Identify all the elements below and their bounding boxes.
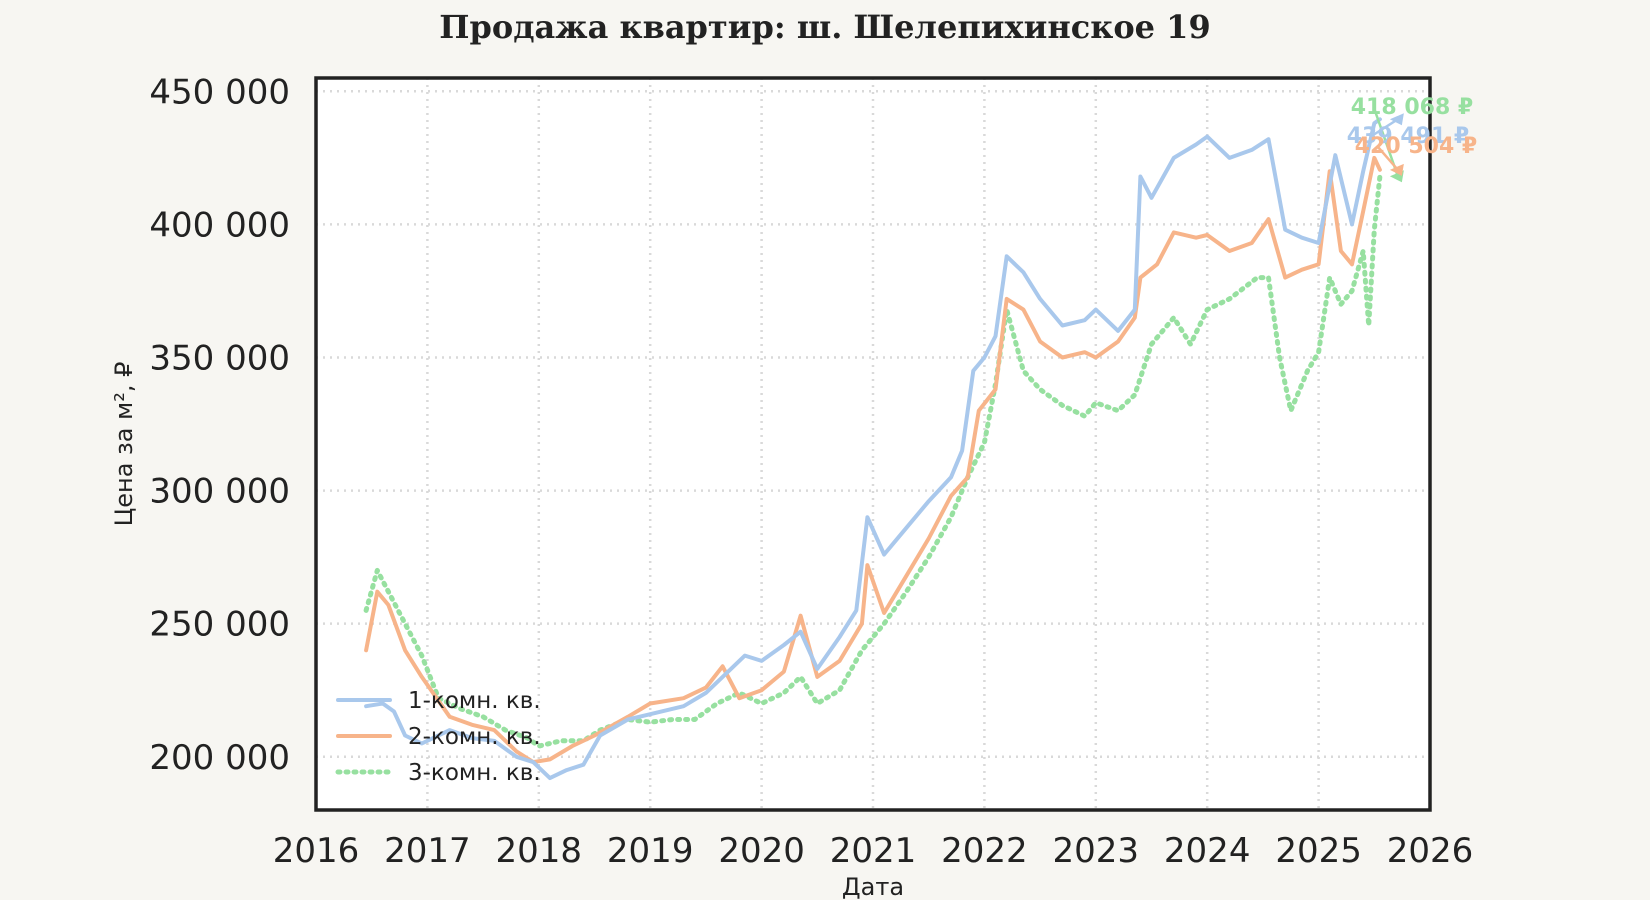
series-layer [363,117,1383,781]
annotation-arrowhead [1389,163,1404,176]
annotation-label: 439 491 ₽ [1347,124,1469,149]
y-tick-label: 350 000 [149,338,290,378]
plot-frame [314,76,1432,812]
x-tick-label: 2018 [496,831,583,871]
legend-label: 3-комн. кв. [408,760,541,786]
annotation-arrow [1369,118,1399,139]
y-tick-label: 400 000 [149,205,290,245]
annotation-arrowhead [1389,113,1404,126]
x-tick-label: 2026 [1387,831,1474,871]
series-line-1 [364,117,1382,781]
x-tick-label: 2016 [273,831,360,871]
y-tick-label: 300 000 [149,472,290,512]
legend-label: 2-комн. кв. [408,724,541,750]
chart-title: Продажа квартир: ш. Шелепихинское 19 [439,8,1210,46]
annotation-arrow [1377,146,1399,171]
series-line-2 [364,155,1382,765]
y-axis-ticks: 200 000 250 000 300 000 350 000 400 000 450 0… [149,72,290,777]
legend-label: 1-комн. кв. [408,688,541,714]
x-tick-label: 2025 [1275,831,1362,871]
x-axis-ticks: 2016 2017 2018 2019 2020 2021 2022 2023 2024 2025… [273,831,1474,871]
series-line-3 [363,173,1383,749]
x-tick-label: 2020 [718,831,805,871]
x-axis-label: Дата [842,873,904,900]
annotation-label: 418 068 ₽ [1351,95,1473,120]
y-tick-label: 450 000 [149,72,290,112]
y-tick-label: 200 000 [149,738,290,778]
x-tick-label: 2024 [1164,831,1251,871]
y-tick-label: 250 000 [149,605,290,645]
x-tick-label: 2021 [830,831,917,871]
chart-legend: 1-комн. кв. 2-комн. кв. 3-комн. кв. [335,688,541,786]
x-tick-label: 2023 [1053,831,1140,871]
end-value-annotations: 418 068 ₽ 439 491 ₽420 504 ₽ [1347,95,1477,183]
annotation-label: 420 504 ₽ [1355,134,1477,159]
y-axis-label: Цена за м², ₽ [110,362,138,527]
x-tick-label: 2017 [384,831,471,871]
x-tick-label: 2019 [607,831,694,871]
x-tick-label: 2022 [941,831,1028,871]
